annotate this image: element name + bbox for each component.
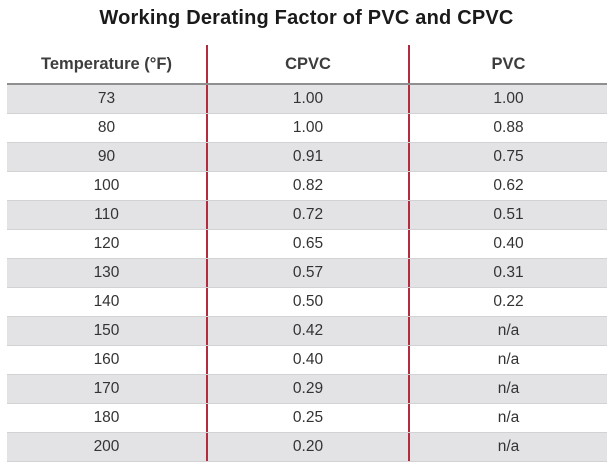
table-cell: 0.51 bbox=[493, 206, 524, 223]
table-cell: 0.75 bbox=[493, 148, 524, 165]
table-cell: 0.31 bbox=[493, 264, 524, 281]
table-cell: n/a bbox=[497, 322, 520, 339]
table-cell: 200 bbox=[7, 433, 208, 461]
column-header-pvc: PVC bbox=[491, 54, 526, 73]
table-header-row: Temperature (°F) CPVC PVC bbox=[7, 45, 607, 85]
table-cell: n/a bbox=[497, 380, 520, 397]
table-cell: 180 bbox=[7, 404, 208, 432]
table-cell: 0.42 bbox=[208, 317, 410, 345]
table-cell: 120 bbox=[7, 230, 208, 258]
table-body: 73 1.00 1.00 80 1.00 0.88 90 0.91 0.75 100 0.82 0.6… bbox=[7, 85, 607, 462]
table-cell: 110 bbox=[7, 201, 208, 229]
table-cell: 130 bbox=[7, 259, 208, 287]
table-cell: 170 bbox=[7, 375, 208, 403]
table-row: 120 0.65 0.40 bbox=[7, 230, 607, 259]
table-cell: 0.29 bbox=[208, 375, 410, 403]
table-cell: n/a bbox=[497, 438, 520, 455]
table-cell: 140 bbox=[7, 288, 208, 316]
table-row: 90 0.91 0.75 bbox=[7, 143, 607, 172]
page-title: Working Derating Factor of PVC and CPVC bbox=[99, 7, 514, 29]
table-cell: n/a bbox=[497, 351, 520, 368]
table-cell: 0.72 bbox=[208, 201, 410, 229]
table-cell: 80 bbox=[7, 114, 208, 142]
table-cell: 0.65 bbox=[208, 230, 410, 258]
table-row: 200 0.20 n/a bbox=[7, 433, 607, 462]
table-cell: 0.50 bbox=[208, 288, 410, 316]
table-cell: 1.00 bbox=[493, 90, 524, 107]
table-cell: 0.25 bbox=[208, 404, 410, 432]
table-cell: 0.62 bbox=[493, 177, 524, 194]
table-cell: 0.91 bbox=[208, 143, 410, 171]
table-cell: 0.88 bbox=[493, 119, 524, 136]
table-row: 110 0.72 0.51 bbox=[7, 201, 607, 230]
table-cell: 0.22 bbox=[493, 293, 524, 310]
table-row: 130 0.57 0.31 bbox=[7, 259, 607, 288]
table-row: 73 1.00 1.00 bbox=[7, 85, 607, 114]
table-cell: 160 bbox=[7, 346, 208, 374]
table-cell: 100 bbox=[7, 172, 208, 200]
column-header-temperature: Temperature (°F) bbox=[7, 45, 208, 83]
table-row: 180 0.25 n/a bbox=[7, 404, 607, 433]
table-row: 170 0.29 n/a bbox=[7, 375, 607, 404]
derating-table: Temperature (°F) CPVC PVC 73 1.00 1.00 80 1.… bbox=[7, 45, 607, 462]
table-cell: 1.00 bbox=[208, 114, 410, 142]
table-cell: 1.00 bbox=[208, 85, 410, 113]
table-cell: 90 bbox=[7, 143, 208, 171]
table-cell: 73 bbox=[7, 85, 208, 113]
table-cell: 150 bbox=[7, 317, 208, 345]
column-header-cpvc: CPVC bbox=[208, 45, 410, 83]
table-row: 150 0.42 n/a bbox=[7, 317, 607, 346]
table-cell: 0.40 bbox=[208, 346, 410, 374]
table-row: 160 0.40 n/a bbox=[7, 346, 607, 375]
table-cell: 0.20 bbox=[208, 433, 410, 461]
table-cell: 0.40 bbox=[493, 235, 524, 252]
table-row: 100 0.82 0.62 bbox=[7, 172, 607, 201]
table-row: 80 1.00 0.88 bbox=[7, 114, 607, 143]
table-cell: 0.82 bbox=[208, 172, 410, 200]
table-cell: n/a bbox=[497, 409, 520, 426]
table-row: 140 0.50 0.22 bbox=[7, 288, 607, 317]
table-cell: 0.57 bbox=[208, 259, 410, 287]
